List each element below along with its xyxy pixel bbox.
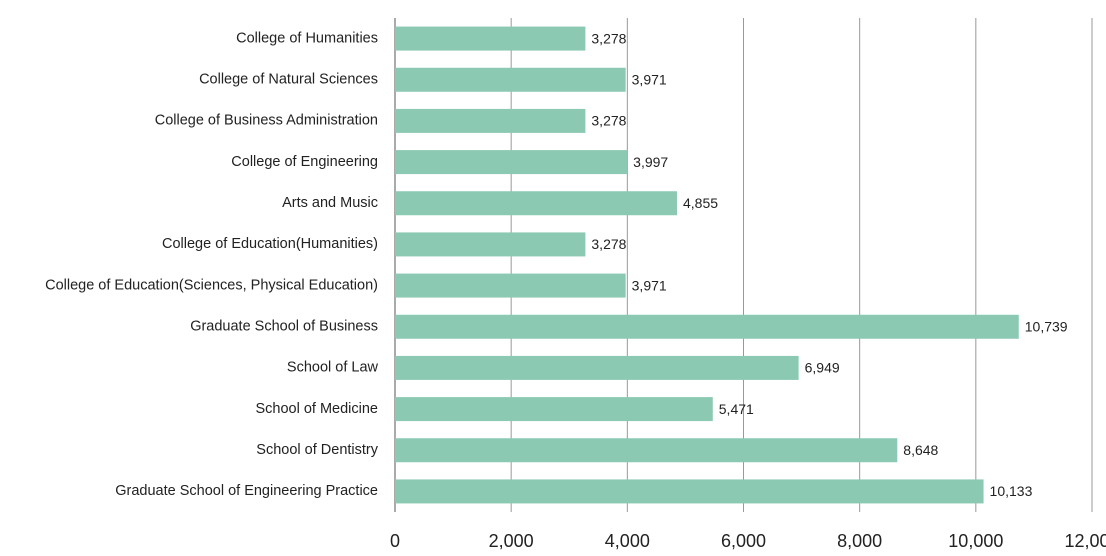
x-tick-label: 12,000: [1064, 531, 1106, 551]
y-tick-label: College of Humanities: [236, 30, 378, 46]
bar: [395, 314, 1019, 339]
y-tick-label: College of Natural Sciences: [199, 72, 378, 88]
bar: [395, 273, 626, 298]
bar: [395, 67, 626, 92]
bar: [395, 355, 799, 380]
bar: [395, 150, 628, 175]
bar: [395, 479, 984, 504]
y-tick-label: College of Education(Sciences, Physical …: [45, 277, 378, 293]
value-label: 4,855: [683, 195, 718, 211]
y-tick-label: School of Law: [287, 360, 379, 376]
value-label: 3,278: [591, 30, 626, 46]
y-tick-label: College of Business Administration: [155, 113, 378, 129]
y-tick-label: College of Education(Humanities): [162, 236, 378, 252]
value-label: 3,971: [632, 277, 667, 293]
value-label: 10,133: [990, 483, 1033, 499]
y-tick-label: School of Dentistry: [256, 442, 378, 458]
y-tick-label: Graduate School of Business: [190, 319, 378, 335]
value-label: 5,471: [719, 401, 754, 417]
bar: [395, 191, 677, 216]
x-tick-label: 6,000: [721, 531, 766, 551]
x-tick-label: 0: [390, 531, 400, 551]
value-label: 8,648: [903, 442, 938, 458]
value-label: 6,949: [805, 360, 840, 376]
x-tick-label: 2,000: [489, 531, 534, 551]
value-label: 3,278: [591, 113, 626, 129]
bar: [395, 108, 586, 133]
bar: [395, 232, 586, 257]
value-label: 10,739: [1025, 318, 1068, 334]
y-tick-label: Graduate School of Engineering Practice: [115, 483, 378, 499]
y-tick-label: College of Engineering: [231, 154, 378, 170]
bar: [395, 397, 713, 422]
value-label: 3,997: [633, 154, 668, 170]
value-label: 3,971: [632, 71, 667, 87]
y-tick-label: School of Medicine: [255, 401, 378, 417]
x-tick-label: 8,000: [837, 531, 882, 551]
value-label: 3,278: [591, 236, 626, 252]
bar: [395, 438, 898, 463]
y-tick-label: Arts and Music: [282, 195, 378, 211]
x-tick-label: 4,000: [605, 531, 650, 551]
bar: [395, 26, 586, 51]
x-tick-label: 10,000: [948, 531, 1003, 551]
